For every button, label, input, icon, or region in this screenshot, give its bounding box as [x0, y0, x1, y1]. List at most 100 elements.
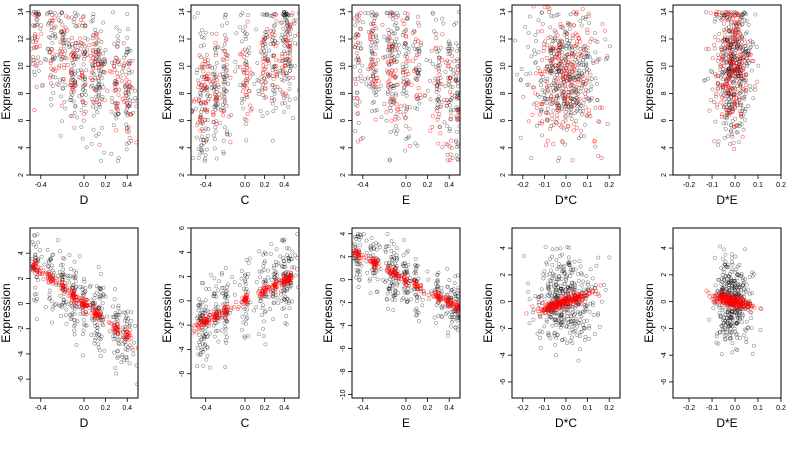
fitted-point: [728, 12, 733, 17]
fitted-point: [373, 117, 378, 122]
fitted-point: [436, 141, 441, 146]
observed-point: [440, 16, 445, 21]
observed-point: [234, 31, 239, 36]
x-tick-label: 0.2: [423, 182, 433, 189]
observed-point: [48, 81, 53, 86]
observed-point: [402, 237, 407, 242]
fitted-point: [60, 40, 65, 45]
fitted-point: [214, 122, 219, 127]
observed-point: [224, 284, 229, 289]
observed-point: [403, 11, 407, 16]
observed-point: [268, 307, 273, 311]
fitted-point: [389, 95, 394, 100]
observed-point: [605, 56, 610, 61]
observed-point: [98, 290, 103, 295]
observed-point: [371, 74, 376, 79]
observed-point: [364, 259, 369, 264]
fitted-point: [48, 60, 53, 65]
fitted-point: [114, 88, 119, 93]
fitted-point: [388, 99, 393, 104]
fitted-point: [724, 82, 729, 87]
fitted-point: [405, 72, 410, 77]
observed-point: [91, 113, 96, 118]
observed-point: [734, 130, 739, 135]
fitted-point: [579, 128, 584, 133]
fitted-point: [244, 78, 249, 83]
fitted-point: [435, 117, 440, 122]
fitted-point: [725, 67, 730, 72]
observed-point: [195, 345, 200, 350]
fitted-point: [741, 67, 746, 72]
fitted-point: [571, 67, 576, 72]
observed-point: [281, 78, 286, 83]
fitted-point: [458, 111, 460, 116]
observed-point: [85, 52, 90, 57]
fitted-point: [198, 119, 203, 124]
fitted-point: [406, 280, 411, 285]
fitted-point: [563, 84, 568, 89]
observed-point: [593, 76, 598, 81]
fitted-point: [389, 270, 394, 275]
fitted-point: [214, 313, 219, 318]
fitted-point: [387, 35, 392, 40]
x-tick-label: -0.1: [538, 182, 550, 189]
observed-point: [273, 270, 277, 275]
observed-point: [740, 108, 745, 113]
fitted-point: [62, 290, 67, 295]
fitted-point: [59, 52, 64, 57]
fitted-point: [204, 101, 209, 106]
observed-point: [406, 79, 411, 84]
observed-point: [124, 50, 129, 55]
observed-point: [724, 121, 729, 126]
fitted-point: [737, 79, 742, 84]
observed-point: [461, 299, 464, 302]
fitted-point: [240, 50, 245, 55]
observed-point: [525, 82, 530, 87]
observed-point: [198, 31, 203, 36]
fitted-point: [72, 290, 77, 295]
fitted-point: [581, 80, 586, 85]
observed-point: [519, 67, 524, 71]
observed-point: [429, 48, 434, 53]
fitted-point: [52, 67, 57, 72]
observed-point: [52, 55, 57, 60]
fitted-point: [127, 63, 132, 68]
observed-point: [394, 36, 399, 41]
observed-point: [213, 65, 218, 70]
fitted-point: [583, 43, 588, 48]
observed-point: [404, 46, 409, 51]
fitted-point: [575, 39, 580, 44]
fitted-point: [569, 89, 574, 94]
observed-point: [51, 91, 56, 96]
fitted-point: [229, 113, 234, 118]
fitted-point: [194, 330, 199, 335]
fitted-point: [404, 55, 409, 60]
observed-point: [107, 329, 112, 334]
y-axis-label: Expression: [642, 60, 656, 119]
observed-point: [281, 26, 286, 31]
observed-point: [289, 13, 294, 18]
observed-point: [374, 45, 379, 50]
observed-point: [198, 94, 203, 99]
fitted-point: [236, 304, 241, 309]
fitted-point: [127, 80, 132, 85]
fitted-point: [224, 305, 229, 310]
fitted-point: [215, 78, 220, 83]
observed-point: [127, 323, 132, 328]
observed-point: [96, 286, 101, 290]
observed-point: [540, 133, 545, 138]
fitted-point: [112, 67, 117, 72]
observed-point: [414, 313, 418, 318]
observed-point: [576, 70, 581, 75]
fitted-point: [712, 42, 717, 47]
observed-point: [81, 87, 86, 92]
observed-point: [192, 15, 197, 20]
fitted-point: [291, 19, 296, 24]
observed-point: [133, 96, 138, 100]
observed-point: [121, 310, 126, 315]
observed-point: [744, 78, 748, 83]
fitted-point: [432, 81, 437, 86]
observed-point: [274, 19, 279, 24]
fitted-point: [245, 77, 250, 82]
